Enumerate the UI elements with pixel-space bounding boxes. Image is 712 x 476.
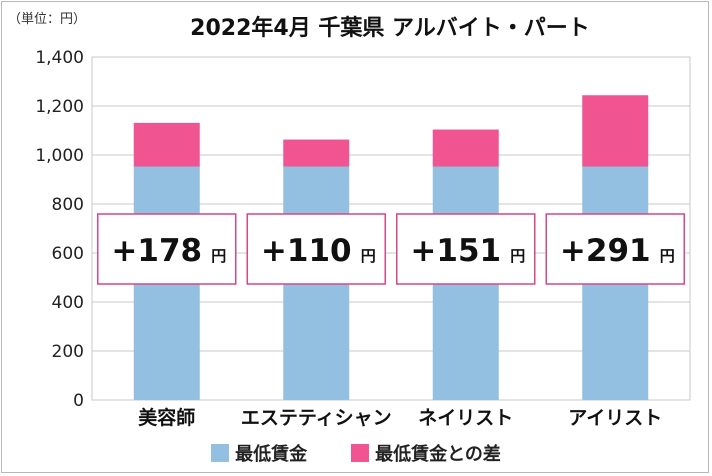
legend: 最低賃金 最低賃金との差	[0, 440, 712, 466]
legend-label-difference: 最低賃金との差	[375, 444, 501, 465]
legend-swatch-min-wage	[211, 444, 230, 462]
difference-value-label: +151	[410, 233, 501, 269]
bar-difference	[432, 129, 499, 167]
y-tick-label: 1,400	[35, 48, 84, 68]
unit-label: （単位：円）	[8, 12, 87, 27]
y-tick-label: 400	[52, 293, 84, 313]
difference-unit-label: 円	[510, 247, 525, 265]
x-category-label: 美容師	[138, 406, 195, 429]
y-tick-label: 800	[52, 195, 84, 215]
chart-title: 2022年4月 千葉県 アルバイト・パート	[190, 16, 590, 41]
difference-unit-label: 円	[361, 247, 376, 265]
difference-callout-box	[396, 213, 536, 285]
difference-callout-box	[97, 213, 237, 285]
bar-difference	[582, 95, 649, 167]
legend-item-difference: 最低賃金との差	[351, 440, 501, 466]
y-tick-label: 600	[52, 244, 84, 264]
legend-label-min-wage: 最低賃金	[235, 444, 308, 465]
y-tick-label: 200	[52, 342, 84, 362]
difference-unit-label: 円	[211, 247, 226, 265]
y-tick-label: 1,000	[35, 146, 84, 166]
difference-callout-box	[545, 213, 685, 285]
difference-callout-box	[246, 213, 386, 285]
x-category-label: ネイリスト	[418, 407, 513, 429]
x-category-label: エステティシャン	[241, 407, 392, 429]
y-tick-label: 1,200	[35, 97, 84, 117]
difference-value-label: +291	[560, 233, 651, 269]
difference-unit-label: 円	[660, 247, 675, 265]
x-category-label: アイリスト	[568, 407, 662, 429]
y-tick-label: 0	[73, 391, 84, 411]
legend-item-min-wage: 最低賃金	[211, 440, 307, 466]
legend-swatch-difference	[351, 444, 370, 462]
bar-difference	[133, 122, 200, 167]
bar-difference	[283, 139, 350, 167]
difference-value-label: +178	[111, 233, 202, 269]
difference-value-label: +110	[261, 233, 352, 269]
